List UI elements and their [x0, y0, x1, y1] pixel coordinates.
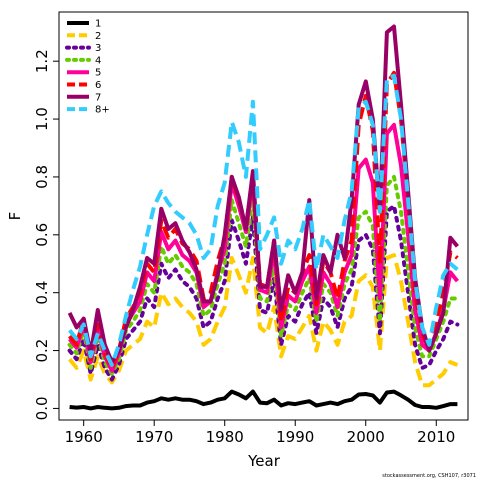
y-tick-label: 0.6 [33, 223, 51, 247]
y-tick-label: 0.2 [33, 339, 51, 363]
series-line-4 [67, 174, 460, 376]
legend-label-5: 5 [95, 68, 101, 79]
y-tick-label: 0.0 [33, 396, 51, 420]
y-tick-label: 0.8 [33, 165, 51, 189]
series-line-3 [67, 203, 460, 382]
plot-frame [58, 11, 469, 421]
legend-label-3: 3 [95, 43, 101, 54]
y-tick-label: 0.4 [33, 281, 51, 305]
x-axis: 1960 1970 1980 1990 2000 2010 [65, 420, 455, 446]
x-tick-label: 1980 [206, 428, 244, 446]
series-line-2 [68, 253, 459, 388]
legend-label-2: 2 [95, 31, 101, 42]
series-layer [67, 24, 460, 411]
y-tick-label: 1.2 [33, 49, 51, 73]
legend-label-7: 7 [95, 92, 101, 103]
series-line-7 [67, 24, 459, 365]
x-tick-label: 1960 [65, 428, 103, 446]
legend-label-6: 6 [95, 80, 101, 91]
x-tick-label: 2010 [417, 428, 455, 446]
series-line-1 [69, 389, 458, 411]
x-tick-label: 2000 [347, 428, 385, 446]
legend-label-8: 8+ [95, 105, 110, 116]
x-tick-label: 1970 [135, 428, 173, 446]
legend-label-4: 4 [95, 55, 101, 66]
y-axis-title: F [6, 212, 24, 221]
series-line-8 [68, 73, 459, 367]
y-axis: 0.0 0.2 0.4 0.6 0.8 1.0 1.2 [33, 49, 59, 420]
footer-note: stockassessment.org, CSH107, r3071 [382, 473, 476, 479]
x-axis-title: Year [247, 452, 281, 470]
y-tick-label: 1.0 [33, 107, 51, 131]
legend-label-1: 1 [95, 19, 101, 30]
x-tick-label: 1990 [276, 428, 314, 446]
